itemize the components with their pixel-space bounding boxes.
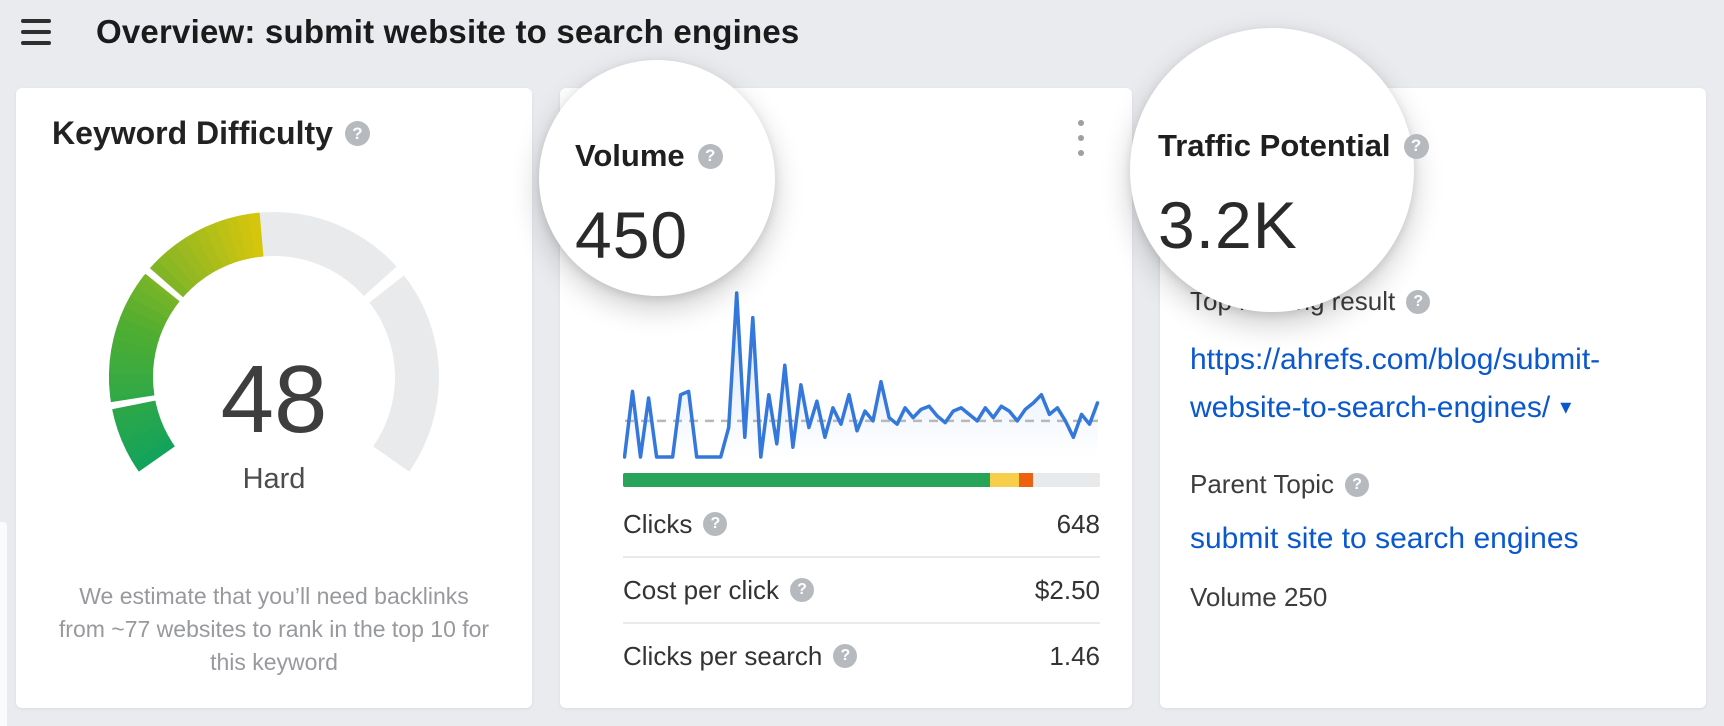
kd-note: We estimate that you’ll need backlinks f… <box>58 583 490 675</box>
keyword-difficulty-title: Keyword Difficulty <box>52 115 333 151</box>
metric-label: Cost per click <box>623 574 780 605</box>
caret-down-icon[interactable]: ▾ <box>1560 394 1572 420</box>
traffic-potential-value: 3.2K <box>1158 188 1298 262</box>
volume-title: Volume <box>575 138 685 173</box>
metric-row-cost-per-click: Cost per click ? $2.50 <box>623 558 1100 624</box>
traffic-potential-title: Traffic Potential <box>1158 128 1391 163</box>
metric-row-clicks-per-search: Clicks per search ? 1.46 <box>623 624 1100 688</box>
help-icon[interactable]: ? <box>1403 133 1429 159</box>
top-ranking-result-link-line1[interactable]: https://ahrefs.com/blog/submit- <box>1190 343 1601 376</box>
keyword-difficulty-card: Keyword Difficulty ? 48 Hard We estimate… <box>16 88 532 708</box>
page-title: Overview: submit website to search engin… <box>96 13 800 50</box>
parent-topic-label: Parent Topic <box>1190 469 1335 499</box>
parent-topic-link[interactable]: submit site to search engines <box>1190 522 1579 555</box>
metric-value: $2.50 <box>1034 574 1100 605</box>
bar-segment <box>1018 473 1034 487</box>
bar-segment <box>1033 473 1100 487</box>
top-ranking-result-link-line2[interactable]: website-to-search-engines/ <box>1190 391 1551 424</box>
help-icon[interactable]: ? <box>1345 472 1370 497</box>
metric-value: 1.46 <box>1049 640 1100 671</box>
clicks-distribution-bar <box>623 473 1100 487</box>
metric-row-clicks: Clicks ? 648 <box>623 492 1100 558</box>
metric-value: 648 <box>1056 508 1100 539</box>
page-edge-artifact <box>0 522 7 726</box>
top-ranking-result-link[interactable]: https://ahrefs.com/blog/submit- website-… <box>1190 336 1600 433</box>
help-icon[interactable]: ? <box>697 143 723 169</box>
keyword-difficulty-gauge <box>109 212 439 472</box>
bar-segment <box>623 473 991 487</box>
metric-label: Clicks per search <box>623 640 823 671</box>
volume-metrics: Clicks ? 648 Cost per click ? $2.50 Clic… <box>623 492 1100 688</box>
volume-card: Clicks ? 648 Cost per click ? $2.50 Clic… <box>560 88 1132 708</box>
help-icon[interactable]: ? <box>703 512 728 536</box>
parent-topic-volume: Volume 250 <box>1190 582 1328 612</box>
help-icon[interactable]: ? <box>1406 289 1431 314</box>
help-icon[interactable]: ? <box>344 121 370 146</box>
traffic-potential-magnifier: Traffic Potential ? 3.2K <box>1130 28 1429 312</box>
volume-magnifier: Volume ? 450 <box>539 60 775 296</box>
kd-score-label: Hard <box>242 463 306 495</box>
volume-value: 450 <box>575 198 689 272</box>
help-icon[interactable]: ? <box>790 578 815 602</box>
kd-score: 48 <box>220 346 328 453</box>
more-options-icon[interactable] <box>1074 120 1088 156</box>
volume-trend-chart <box>623 291 1100 459</box>
bar-segment <box>990 473 1019 487</box>
menu-icon[interactable] <box>21 19 51 45</box>
metric-label: Clicks <box>623 508 693 539</box>
help-icon[interactable]: ? <box>833 644 858 668</box>
